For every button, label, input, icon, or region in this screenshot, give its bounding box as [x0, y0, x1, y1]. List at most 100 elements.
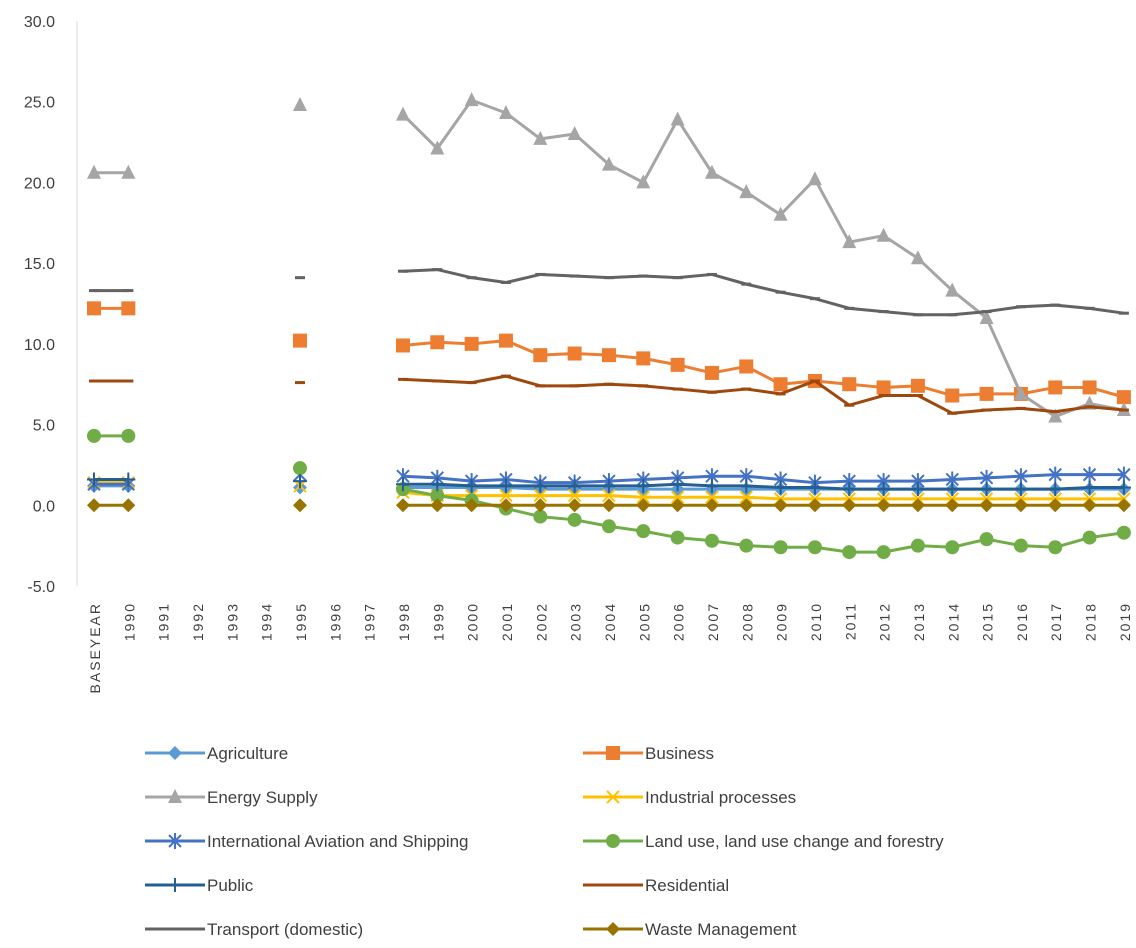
x-tick-label: 2013: [911, 602, 927, 641]
legend-item: Business: [583, 744, 714, 763]
marker: [704, 478, 719, 493]
marker: [739, 498, 754, 513]
marker: [945, 282, 960, 297]
line: [94, 473, 1124, 486]
legend-item: Public: [145, 876, 254, 895]
marker: [87, 472, 101, 487]
marker: [636, 351, 651, 366]
marker: [498, 478, 513, 493]
x-tick-label: 1996: [327, 602, 343, 641]
marker: [87, 164, 101, 179]
marker: [395, 338, 410, 353]
marker: [1116, 525, 1131, 540]
x-tick-label: 2005: [636, 602, 652, 641]
marker: [910, 250, 925, 265]
marker: [636, 174, 651, 189]
marker: [979, 532, 994, 547]
x-tick-label: 1992: [190, 602, 206, 641]
marker: [739, 359, 754, 374]
x-tick-label: 2014: [945, 602, 961, 641]
marker: [567, 498, 582, 513]
x-tick-label: 2001: [499, 602, 515, 641]
marker: [876, 545, 891, 560]
marker: [739, 184, 754, 199]
marker: [945, 540, 960, 555]
series: [89, 374, 1129, 415]
marker: [464, 498, 479, 513]
marker: [1082, 380, 1097, 395]
marker: [773, 206, 788, 221]
marker: [395, 498, 410, 513]
marker: [121, 301, 136, 316]
legend-item: Waste Management: [583, 920, 797, 939]
marker: [499, 488, 513, 503]
marker: [704, 533, 719, 548]
series: [87, 92, 1131, 423]
legend-item: International Aviation and Shipping: [145, 832, 469, 851]
marker: [773, 377, 788, 392]
marker: [533, 498, 548, 513]
marker: [1048, 466, 1062, 483]
marker: [168, 789, 182, 803]
legend-label: Industrial processes: [645, 788, 796, 807]
marker: [498, 105, 513, 120]
marker: [533, 509, 548, 524]
marker: [773, 480, 788, 495]
marker: [567, 512, 582, 527]
x-tick-label: 1995: [293, 602, 309, 641]
marker: [1117, 466, 1131, 483]
marker: [430, 498, 445, 513]
marker: [498, 333, 513, 348]
y-tick-label: 0.0: [33, 498, 55, 515]
marker: [121, 164, 136, 179]
marker: [636, 498, 651, 513]
marker: [670, 530, 685, 545]
x-tick-label: 2019: [1117, 602, 1133, 641]
marker: [945, 498, 960, 513]
marker: [670, 111, 685, 126]
marker: [121, 472, 136, 487]
marker: [1048, 482, 1063, 497]
marker: [910, 482, 925, 497]
marker: [1116, 480, 1131, 495]
marker: [395, 477, 410, 492]
marker: [430, 488, 445, 503]
marker: [842, 482, 857, 497]
marker: [601, 498, 616, 513]
marker: [533, 488, 547, 503]
marker: [601, 478, 616, 493]
marker: [704, 498, 719, 513]
y-tick-label: -5.0: [27, 579, 55, 596]
legend-label: Transport (domestic): [207, 920, 363, 939]
line: [94, 268, 1125, 317]
marker: [670, 498, 685, 513]
line: [94, 374, 1125, 415]
marker: [1013, 498, 1028, 513]
marker: [1082, 498, 1097, 513]
marker: [292, 474, 307, 489]
marker: [842, 234, 857, 249]
marker: [876, 380, 891, 395]
marker: [533, 478, 548, 493]
marker: [807, 480, 822, 495]
y-tick-label: 10.0: [24, 337, 55, 354]
marker: [1013, 482, 1028, 497]
marker: [842, 545, 857, 560]
marker: [168, 878, 182, 892]
x-tick-label: 1991: [156, 602, 172, 641]
marker: [773, 540, 788, 555]
legend-label: Land use, land use change and forestry: [645, 832, 944, 851]
y-tick-label: 15.0: [24, 256, 55, 273]
marker: [636, 490, 650, 504]
marker: [739, 490, 753, 504]
marker: [1116, 390, 1131, 405]
legend-item: Agriculture: [145, 744, 288, 763]
legend-label: Residential: [645, 876, 729, 895]
marker: [842, 377, 857, 392]
x-tick-label: 1993: [224, 602, 240, 641]
x-tick-label: 2011: [842, 602, 858, 640]
marker: [430, 140, 445, 155]
x-tick-label: 2007: [705, 602, 721, 641]
marker: [1014, 468, 1028, 485]
